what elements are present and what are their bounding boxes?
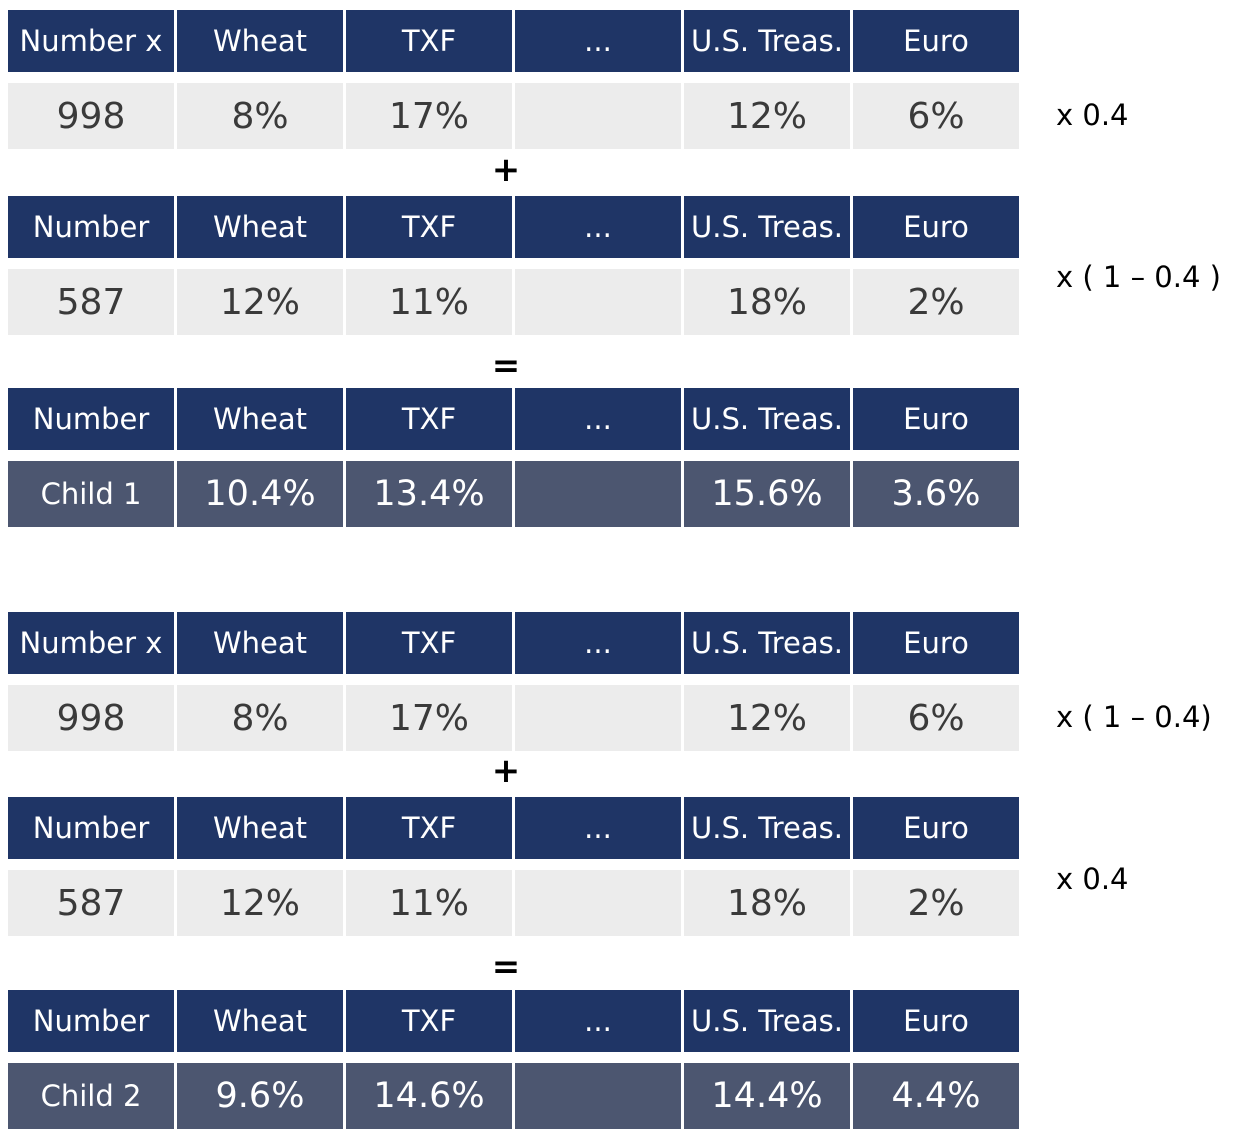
header-ellipsis: ...	[515, 612, 681, 674]
header-wheat: Wheat	[177, 990, 343, 1052]
header-txf: TXF	[346, 196, 512, 258]
cell-number: 587	[8, 870, 174, 936]
header-us-treas: U.S. Treas.	[684, 388, 850, 450]
cell-ellipsis	[515, 83, 681, 149]
cell-euro: 6%	[853, 685, 1019, 751]
header-txf: TXF	[346, 10, 512, 72]
header-row: Number Wheat TXF ... U.S. Treas. Euro	[8, 990, 1020, 1052]
header-euro: Euro	[853, 388, 1019, 450]
header-number: Number	[8, 797, 174, 859]
cell-wheat: 8%	[177, 685, 343, 751]
header-number: Number	[8, 196, 174, 258]
plus-operator: +	[491, 751, 521, 791]
header-row: Number Wheat TXF ... U.S. Treas. Euro	[8, 797, 1020, 859]
cell-wheat: 10.4%	[177, 461, 343, 527]
equals-operator: =	[491, 346, 521, 386]
header-us-treas: U.S. Treas.	[684, 797, 850, 859]
cell-txf: 11%	[346, 870, 512, 936]
header-txf: TXF	[346, 797, 512, 859]
header-ellipsis: ...	[515, 10, 681, 72]
header-row: Number Wheat TXF ... U.S. Treas. Euro	[8, 196, 1020, 258]
equals-operator: =	[491, 947, 521, 987]
cell-txf: 13.4%	[346, 461, 512, 527]
cell-number: 998	[8, 83, 174, 149]
cell-euro: 4.4%	[853, 1063, 1019, 1129]
header-ellipsis: ...	[515, 388, 681, 450]
header-us-treas: U.S. Treas.	[684, 196, 850, 258]
cell-wheat: 12%	[177, 269, 343, 335]
header-wheat: Wheat	[177, 10, 343, 72]
parent-a-table-1: Number x Wheat TXF ... U.S. Treas. Euro …	[8, 10, 1020, 149]
header-wheat: Wheat	[177, 388, 343, 450]
parent-b-table-1: Number Wheat TXF ... U.S. Treas. Euro 58…	[8, 196, 1020, 335]
result-row: Child 1 10.4% 13.4% 15.6% 3.6%	[8, 461, 1020, 527]
weight-label: x 0.4	[1056, 862, 1129, 896]
header-txf: TXF	[346, 388, 512, 450]
header-row: Number x Wheat TXF ... U.S. Treas. Euro	[8, 612, 1020, 674]
cell-euro: 2%	[853, 269, 1019, 335]
header-wheat: Wheat	[177, 196, 343, 258]
cell-ellipsis	[515, 685, 681, 751]
parent-a-table-2: Number x Wheat TXF ... U.S. Treas. Euro …	[8, 612, 1020, 751]
result-row: Child 2 9.6% 14.6% 14.4% 4.4%	[8, 1063, 1020, 1129]
cell-us-treas: 15.6%	[684, 461, 850, 527]
header-us-treas: U.S. Treas.	[684, 612, 850, 674]
cell-euro: 2%	[853, 870, 1019, 936]
cell-child-label: Child 2	[8, 1063, 174, 1129]
cell-us-treas: 18%	[684, 269, 850, 335]
cell-ellipsis	[515, 870, 681, 936]
cell-ellipsis	[515, 1063, 681, 1129]
cell-euro: 3.6%	[853, 461, 1019, 527]
header-euro: Euro	[853, 990, 1019, 1052]
cell-txf: 11%	[346, 269, 512, 335]
data-row: 998 8% 17% 12% 6%	[8, 83, 1020, 149]
cell-us-treas: 12%	[684, 83, 850, 149]
header-number: Number x	[8, 612, 174, 674]
header-us-treas: U.S. Treas.	[684, 10, 850, 72]
header-us-treas: U.S. Treas.	[684, 990, 850, 1052]
cell-wheat: 12%	[177, 870, 343, 936]
cell-us-treas: 12%	[684, 685, 850, 751]
header-ellipsis: ...	[515, 196, 681, 258]
header-euro: Euro	[853, 10, 1019, 72]
header-row: Number x Wheat TXF ... U.S. Treas. Euro	[8, 10, 1020, 72]
data-row: 998 8% 17% 12% 6%	[8, 685, 1020, 751]
weight-label: x 0.4	[1056, 98, 1129, 132]
cell-number: 587	[8, 269, 174, 335]
header-euro: Euro	[853, 797, 1019, 859]
plus-operator: +	[491, 150, 521, 190]
header-euro: Euro	[853, 612, 1019, 674]
weight-label: x ( 1 – 0.4)	[1056, 700, 1212, 734]
header-row: Number Wheat TXF ... U.S. Treas. Euro	[8, 388, 1020, 450]
cell-txf: 17%	[346, 685, 512, 751]
cell-us-treas: 14.4%	[684, 1063, 850, 1129]
parent-b-table-2: Number Wheat TXF ... U.S. Treas. Euro 58…	[8, 797, 1020, 936]
header-number: Number	[8, 388, 174, 450]
cell-wheat: 8%	[177, 83, 343, 149]
header-ellipsis: ...	[515, 990, 681, 1052]
cell-txf: 17%	[346, 83, 512, 149]
child-1-table: Number Wheat TXF ... U.S. Treas. Euro Ch…	[8, 388, 1020, 527]
child-2-table: Number Wheat TXF ... U.S. Treas. Euro Ch…	[8, 990, 1020, 1129]
header-txf: TXF	[346, 612, 512, 674]
data-row: 587 12% 11% 18% 2%	[8, 269, 1020, 335]
header-wheat: Wheat	[177, 612, 343, 674]
header-number: Number x	[8, 10, 174, 72]
cell-number: 998	[8, 685, 174, 751]
header-euro: Euro	[853, 196, 1019, 258]
header-wheat: Wheat	[177, 797, 343, 859]
weight-label: x ( 1 – 0.4 )	[1056, 260, 1221, 294]
data-row: 587 12% 11% 18% 2%	[8, 870, 1020, 936]
cell-ellipsis	[515, 269, 681, 335]
cell-wheat: 9.6%	[177, 1063, 343, 1129]
cell-ellipsis	[515, 461, 681, 527]
cell-euro: 6%	[853, 83, 1019, 149]
cell-child-label: Child 1	[8, 461, 174, 527]
cell-txf: 14.6%	[346, 1063, 512, 1129]
header-number: Number	[8, 990, 174, 1052]
header-ellipsis: ...	[515, 797, 681, 859]
header-txf: TXF	[346, 990, 512, 1052]
cell-us-treas: 18%	[684, 870, 850, 936]
